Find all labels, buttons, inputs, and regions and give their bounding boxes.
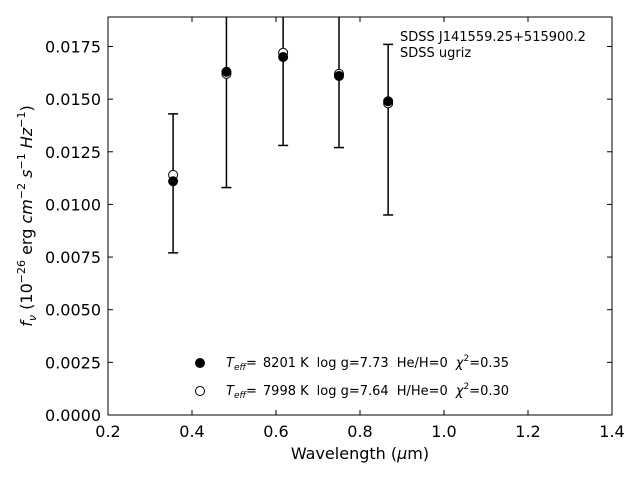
data-point-filled xyxy=(383,96,394,107)
y-tick-label: 0.0000 xyxy=(45,406,101,425)
y-tick-label: 0.0175 xyxy=(45,37,101,56)
data-point-filled xyxy=(334,70,344,81)
x-tick-label: 0.6 xyxy=(263,422,288,441)
data-point-filled xyxy=(168,176,179,187)
x-tick-label: 0.8 xyxy=(347,422,372,441)
data-point-filled xyxy=(278,52,289,63)
annotation-line-1: SDSS J141559.25+515900.2 xyxy=(400,30,586,45)
y-tick-label: 0.0075 xyxy=(45,248,101,267)
y-tick-label: 0.0100 xyxy=(45,195,101,214)
y-tick-label: 0.0150 xyxy=(45,90,101,109)
legend-marker-open xyxy=(195,386,205,396)
x-tick-label: 1.0 xyxy=(431,422,456,441)
y-axis-title: fν (10−26 erg cm−2 s−1 Hz−1) xyxy=(15,105,39,326)
y-tick-label: 0.0025 xyxy=(45,353,101,372)
annotation-line-2: SDSS ugriz xyxy=(400,46,471,61)
y-tick-label: 0.0125 xyxy=(45,143,101,162)
x-axis-title: Wavelength (μm) xyxy=(291,444,429,463)
x-tick-label: 1.4 xyxy=(599,422,624,441)
data-point-filled xyxy=(221,66,232,77)
x-tick-label: 0.4 xyxy=(179,422,204,441)
x-tick-label: 0.2 xyxy=(95,422,120,441)
y-tick-label: 0.0050 xyxy=(45,301,101,320)
x-tick-label: 1.2 xyxy=(515,422,540,441)
legend-marker-filled xyxy=(195,358,205,368)
